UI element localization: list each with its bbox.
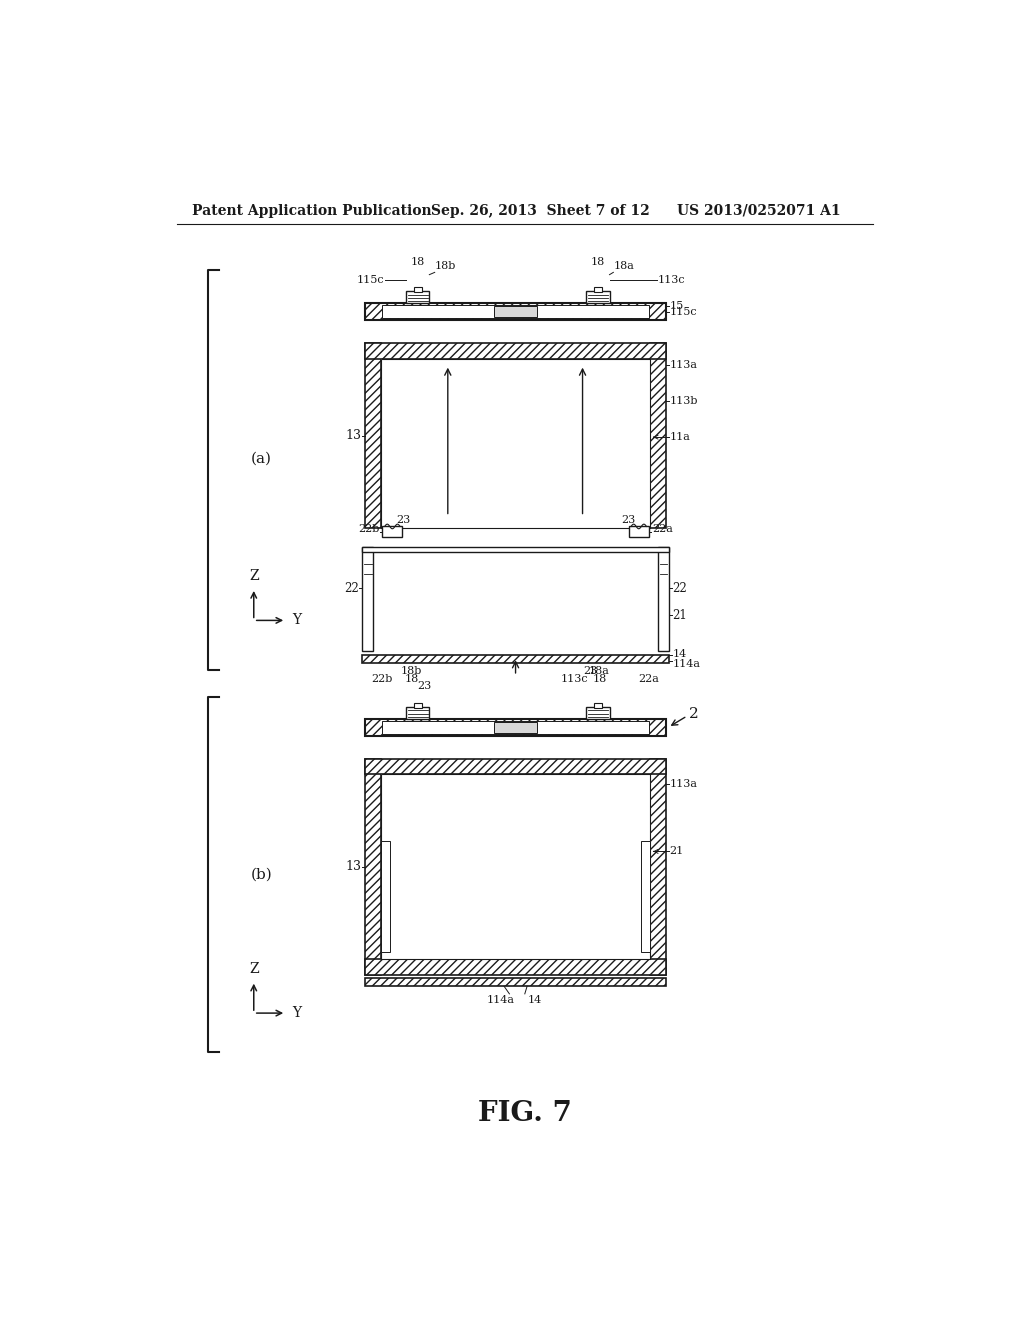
Text: 113a: 113a xyxy=(670,779,697,788)
Polygon shape xyxy=(366,960,666,974)
Text: 23: 23 xyxy=(396,515,411,524)
Bar xyxy=(587,290,609,304)
Bar xyxy=(407,290,429,304)
Bar xyxy=(362,548,669,552)
Bar xyxy=(382,527,402,537)
Text: 23: 23 xyxy=(621,515,635,524)
Text: 18: 18 xyxy=(592,673,606,684)
Text: 15: 15 xyxy=(670,301,684,312)
Text: (a): (a) xyxy=(251,451,272,466)
Text: US 2013/0252071 A1: US 2013/0252071 A1 xyxy=(677,203,841,218)
Bar xyxy=(381,359,650,528)
Polygon shape xyxy=(650,759,666,974)
Text: 114a: 114a xyxy=(486,995,514,1006)
Text: Z: Z xyxy=(249,962,259,977)
Text: 22: 22 xyxy=(673,582,687,594)
Bar xyxy=(407,706,429,719)
Polygon shape xyxy=(366,343,666,359)
Bar xyxy=(381,775,650,960)
Text: 21: 21 xyxy=(670,846,684,857)
Text: Z: Z xyxy=(249,569,259,583)
Text: 18a: 18a xyxy=(589,665,610,676)
Text: FIG. 7: FIG. 7 xyxy=(478,1100,571,1127)
Bar xyxy=(382,721,649,734)
Text: 22: 22 xyxy=(344,582,358,594)
Polygon shape xyxy=(366,304,666,321)
Text: (b): (b) xyxy=(251,867,272,882)
Text: 18b: 18b xyxy=(435,261,456,271)
Text: Patent Application Publication: Patent Application Publication xyxy=(193,203,432,218)
Text: 23: 23 xyxy=(417,681,431,692)
Bar xyxy=(658,548,669,651)
Bar xyxy=(641,841,650,952)
Text: 22a: 22a xyxy=(652,524,673,533)
Bar xyxy=(414,702,422,708)
Bar xyxy=(594,702,602,708)
Bar xyxy=(381,775,650,960)
Text: Y: Y xyxy=(292,614,301,627)
Text: 115c: 115c xyxy=(670,306,697,317)
Text: 113b: 113b xyxy=(670,396,698,407)
Text: 11a: 11a xyxy=(670,432,690,442)
Text: Sep. 26, 2013  Sheet 7 of 12: Sep. 26, 2013 Sheet 7 of 12 xyxy=(431,203,649,218)
Polygon shape xyxy=(366,343,381,528)
Text: 18: 18 xyxy=(404,673,419,684)
Bar xyxy=(414,286,422,293)
Text: 14: 14 xyxy=(527,995,542,1006)
Text: 2: 2 xyxy=(689,706,698,721)
Bar xyxy=(362,548,373,651)
Text: 22b: 22b xyxy=(358,524,379,533)
Text: Y: Y xyxy=(292,1006,301,1020)
Bar xyxy=(381,841,390,952)
Bar xyxy=(381,359,650,528)
Text: 18: 18 xyxy=(411,257,425,267)
Text: 113a: 113a xyxy=(670,360,697,370)
Polygon shape xyxy=(650,343,666,528)
Text: 13: 13 xyxy=(345,861,361,874)
Bar xyxy=(494,306,538,317)
Text: 13: 13 xyxy=(345,429,361,442)
Polygon shape xyxy=(366,759,381,974)
Polygon shape xyxy=(366,719,666,737)
Polygon shape xyxy=(362,655,669,663)
Text: 18b: 18b xyxy=(401,665,422,676)
Text: 113c: 113c xyxy=(561,673,589,684)
Text: 22a: 22a xyxy=(638,673,659,684)
Text: 114a: 114a xyxy=(673,659,700,669)
Polygon shape xyxy=(366,759,666,775)
Text: 14: 14 xyxy=(673,648,687,659)
Text: 18a: 18a xyxy=(613,261,634,271)
Text: 22b: 22b xyxy=(372,673,393,684)
Text: 115c: 115c xyxy=(357,275,385,285)
Bar xyxy=(594,286,602,293)
Text: 21: 21 xyxy=(673,609,687,622)
Bar xyxy=(629,527,649,537)
Text: 113c: 113c xyxy=(658,275,686,285)
Bar xyxy=(587,706,609,719)
Bar xyxy=(494,722,538,733)
Text: 18: 18 xyxy=(591,257,605,267)
Bar xyxy=(382,305,649,318)
Text: 23: 23 xyxy=(583,665,597,676)
Polygon shape xyxy=(366,978,666,986)
